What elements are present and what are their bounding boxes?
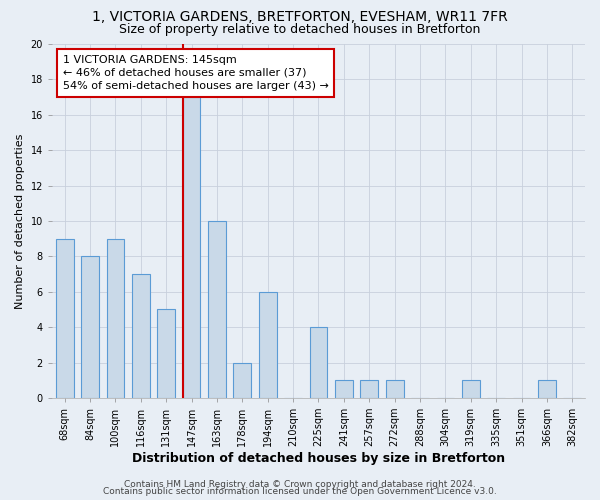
Bar [81,256,99,398]
Bar [182,97,200,398]
Bar [208,221,226,398]
Bar [107,238,124,398]
Bar [157,310,175,398]
X-axis label: Distribution of detached houses by size in Bretforton: Distribution of detached houses by size … [132,452,505,465]
Bar [259,292,277,398]
Text: Contains public sector information licensed under the Open Government Licence v3: Contains public sector information licen… [103,488,497,496]
Text: Contains HM Land Registry data © Crown copyright and database right 2024.: Contains HM Land Registry data © Crown c… [124,480,476,489]
Bar [132,274,149,398]
Y-axis label: Number of detached properties: Number of detached properties [15,134,25,308]
Bar [462,380,479,398]
Bar [361,380,378,398]
Bar [233,362,251,398]
Bar [538,380,556,398]
Text: 1 VICTORIA GARDENS: 145sqm
← 46% of detached houses are smaller (37)
54% of semi: 1 VICTORIA GARDENS: 145sqm ← 46% of deta… [62,54,328,91]
Text: 1, VICTORIA GARDENS, BRETFORTON, EVESHAM, WR11 7FR: 1, VICTORIA GARDENS, BRETFORTON, EVESHAM… [92,10,508,24]
Bar [335,380,353,398]
Bar [386,380,404,398]
Bar [56,238,74,398]
Text: Size of property relative to detached houses in Bretforton: Size of property relative to detached ho… [119,22,481,36]
Bar [310,327,328,398]
